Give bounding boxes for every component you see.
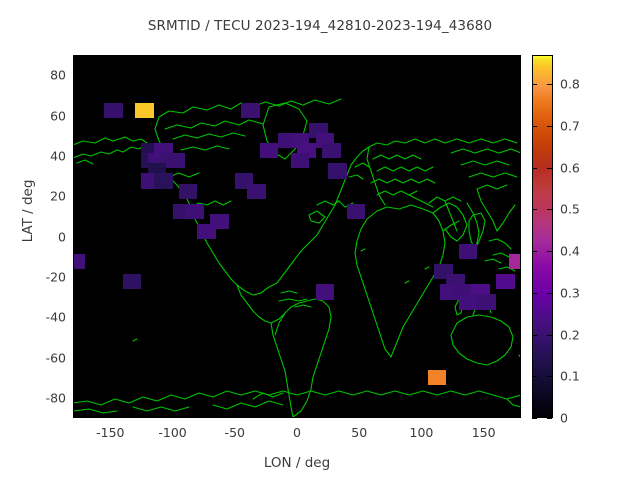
heatmap-cell-layer (73, 55, 521, 418)
x-tick-label: -50 (224, 425, 245, 440)
x-tick-label: 0 (293, 425, 301, 440)
colorbar-tick-mark (547, 209, 552, 211)
colorbar-tick-mark (547, 251, 552, 253)
colorbar-tick-label: 0.3 (560, 285, 580, 301)
colorbar-tick-label: 0 (560, 410, 568, 426)
colorbar-tick-mark (532, 334, 537, 336)
colorbar-tick-label: 0.1 (560, 368, 580, 384)
coastline-overlay (73, 98, 521, 418)
heatmap-cell (178, 183, 198, 199)
heatmap-cell (508, 254, 521, 270)
heatmap-cell (346, 203, 366, 219)
heatmap-cell (328, 163, 347, 179)
colorbar-tick-mark (547, 125, 552, 127)
y-tick-label: -60 (45, 350, 66, 365)
heatmap-cell (135, 102, 154, 119)
colorbar-tick-mark (532, 376, 537, 378)
colorbar-tick-mark (532, 167, 537, 169)
heatmap-cell (185, 203, 204, 219)
heatmap-cell (166, 153, 185, 169)
heatmap-cell (315, 284, 335, 300)
x-tick-label: 150 (471, 425, 496, 440)
heatmap-cell (496, 274, 515, 290)
colorbar-tick-mark (547, 167, 552, 169)
y-tick-label: 80 (50, 67, 66, 83)
y-tick-label: -80 (45, 390, 66, 406)
map-plot-area[interactable] (73, 55, 521, 418)
x-axis-label: LON / deg (263, 455, 331, 471)
y-tick-label: -40 (45, 309, 66, 325)
y-tick-label: 0 (58, 229, 66, 244)
colorbar-tick-mark (532, 251, 537, 253)
heatmap-cell (259, 143, 279, 159)
x-tick-label: -150 (96, 425, 125, 440)
colorbar-tick-mark (547, 84, 552, 86)
heatmap-cell (290, 153, 310, 169)
x-tick-label: -100 (158, 425, 187, 440)
heatmap-cell (458, 244, 478, 260)
heatmap-cell (153, 173, 173, 189)
heatmap-cell (241, 102, 260, 119)
colorbar-tick-mark (532, 125, 537, 127)
colorbar-tick-mark (532, 84, 537, 86)
colorbar-tick-label: 0.8 (560, 76, 580, 92)
colorbar-tick-label: 0.7 (560, 118, 580, 134)
y-tick-label: 20 (50, 188, 66, 204)
heatmap-cell (197, 223, 217, 240)
colorbar-tick-mark (547, 334, 552, 336)
y-tick-label: 40 (50, 148, 66, 164)
page-title: SRMTID / TECU 2023-194_42810-2023-194_43… (147, 18, 493, 34)
colorbar-tick-label: 0.6 (560, 160, 580, 176)
colorbar-tick-mark (547, 376, 552, 378)
colorbar-tick-mark (532, 292, 537, 294)
y-tick-label: -20 (45, 269, 66, 285)
colorbar-tick-mark (532, 209, 537, 211)
x-tick-label: 100 (409, 425, 434, 440)
heatmap-cell (247, 183, 266, 199)
heatmap-cell (458, 294, 478, 310)
heatmap-cell (477, 294, 497, 310)
x-tick-label: 50 (351, 425, 368, 440)
heatmap-cell (122, 274, 142, 290)
heatmap-cell (427, 370, 447, 386)
heatmap-cell (104, 102, 123, 119)
colorbar-tick-label: 0.4 (560, 243, 580, 259)
y-axis-label: LAT / deg (20, 179, 36, 243)
colorbar-tick-label: 0.2 (560, 327, 580, 343)
heatmap-cell (73, 254, 86, 270)
colorbar-tick-mark (547, 418, 552, 419)
colorbar[interactable] (532, 55, 553, 418)
colorbar-tick-label: 0.5 (560, 201, 580, 217)
colorbar-gradient (532, 55, 553, 418)
colorbar-tick-mark (547, 292, 552, 294)
colorbar-tick-mark (532, 418, 537, 419)
heatmap-cell (321, 143, 341, 159)
y-tick-label: 60 (50, 108, 66, 123)
